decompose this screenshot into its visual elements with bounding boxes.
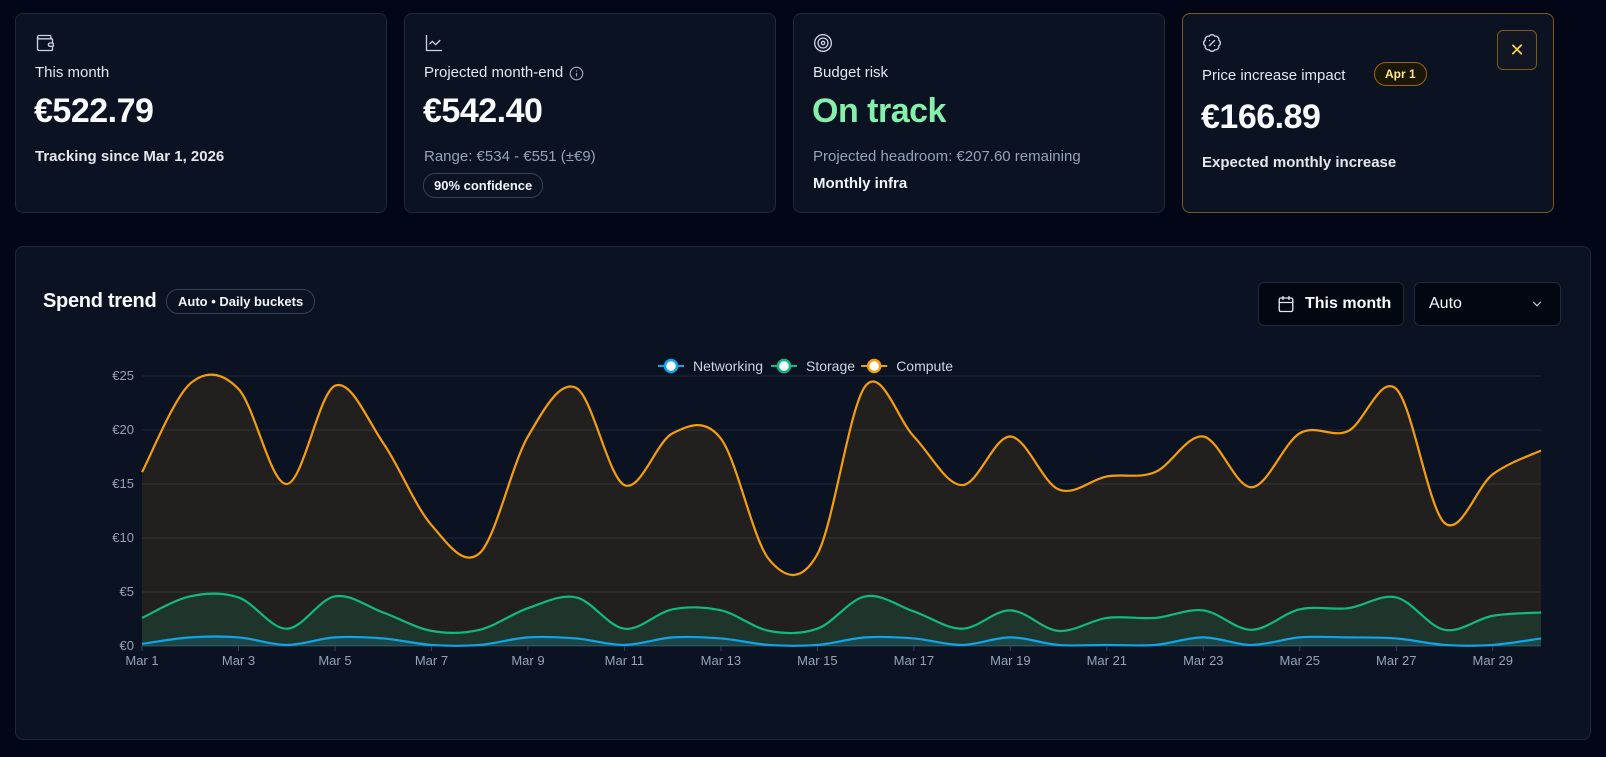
legend-marker <box>663 358 679 374</box>
x-tick-label: Mar 25 <box>1280 653 1320 668</box>
wallet-icon <box>36 34 54 52</box>
x-tick-label: Mar 19 <box>990 653 1030 668</box>
series-line-compute <box>141 373 1542 576</box>
legend-label: Compute <box>896 358 953 374</box>
confidence-badge: 90% confidence <box>423 173 544 198</box>
card-this-month: This month €522.79 Tracking since Mar 1,… <box>15 13 387 213</box>
x-tick-label: Mar 7 <box>415 653 448 668</box>
series-line-networking <box>141 635 1542 647</box>
y-tick-label: €20 <box>112 422 134 437</box>
bucket-badge: Auto • Daily buckets <box>166 289 316 314</box>
card-price-increase: Price increase impact Apr 1 €166.89 Expe… <box>1182 13 1554 213</box>
y-tick-label: €5 <box>120 584 134 599</box>
chart-line-icon <box>425 34 443 52</box>
legend-label: Networking <box>693 358 763 374</box>
x-tick-label: Mar 1 <box>125 653 158 668</box>
x-tick-label: Mar 17 <box>894 653 934 668</box>
x-tick-label: Mar 13 <box>701 653 741 668</box>
y-tick-label: €10 <box>112 530 134 545</box>
x-tick-label: Mar 21 <box>1087 653 1127 668</box>
card-range: Range: €534 - €551 (±€9) <box>424 148 596 165</box>
calendar-icon <box>1278 295 1294 313</box>
x-tick-label: Mar 9 <box>511 653 544 668</box>
series-area-storage <box>142 593 1541 646</box>
panel-title: Spend trend <box>43 290 157 312</box>
bucket-select[interactable]: Auto <box>1414 282 1561 326</box>
x-tick-label: Mar 27 <box>1376 653 1416 668</box>
card-subtitle: Tracking since Mar 1, 2026 <box>35 148 225 165</box>
legend-marker <box>866 358 882 374</box>
series-area-compute <box>142 374 1541 646</box>
close-icon: ✕ <box>1509 39 1525 60</box>
bucket-select-value: Auto <box>1429 295 1462 312</box>
budget-status: On track <box>812 92 946 130</box>
date-range-button[interactable]: This month <box>1258 282 1404 326</box>
card-title: Price increase impact <box>1202 67 1346 84</box>
card-title-row: Projected month-end <box>424 64 584 81</box>
legend-label: Storage <box>806 358 855 374</box>
card-subtitle: Expected monthly increase <box>1202 154 1397 171</box>
percent-badge-icon <box>1203 34 1221 52</box>
x-tick-label: Mar 5 <box>318 653 351 668</box>
card-budget-risk: Budget risk On track Projected headroom:… <box>793 13 1165 213</box>
target-icon <box>814 34 832 52</box>
effective-date-badge: Apr 1 <box>1374 62 1427 86</box>
x-tick-label: Mar 15 <box>797 653 837 668</box>
card-title: Budget risk <box>813 64 889 81</box>
close-button[interactable]: ✕ <box>1497 30 1537 70</box>
x-tick-label: Mar 23 <box>1183 653 1223 668</box>
series-line-storage <box>141 592 1542 635</box>
chevron-down-icon <box>1532 301 1542 307</box>
card-projected: Projected month-end €542.40 Range: €534 … <box>404 13 776 213</box>
budget-name: Monthly infra <box>813 175 908 192</box>
card-value: €522.79 <box>34 92 154 130</box>
card-value: €166.89 <box>1201 98 1321 136</box>
card-title: Projected month-end <box>424 64 564 81</box>
y-tick-label: €0 <box>120 638 134 653</box>
info-icon[interactable] <box>569 66 584 81</box>
x-tick-label: Mar 29 <box>1473 653 1513 668</box>
card-value: €542.40 <box>423 92 543 130</box>
y-tick-label: €15 <box>112 476 134 491</box>
y-tick-label: €25 <box>112 368 134 383</box>
spend-trend-panel: Spend trend Auto • Daily buckets This mo… <box>15 246 1591 740</box>
card-title: This month <box>35 64 110 81</box>
date-range-label: This month <box>1305 295 1392 312</box>
x-tick-label: Mar 11 <box>605 653 645 668</box>
card-headroom: Projected headroom: €207.60 remaining <box>813 148 1081 165</box>
x-tick-label: Mar 3 <box>222 653 255 668</box>
legend-marker <box>776 358 792 374</box>
